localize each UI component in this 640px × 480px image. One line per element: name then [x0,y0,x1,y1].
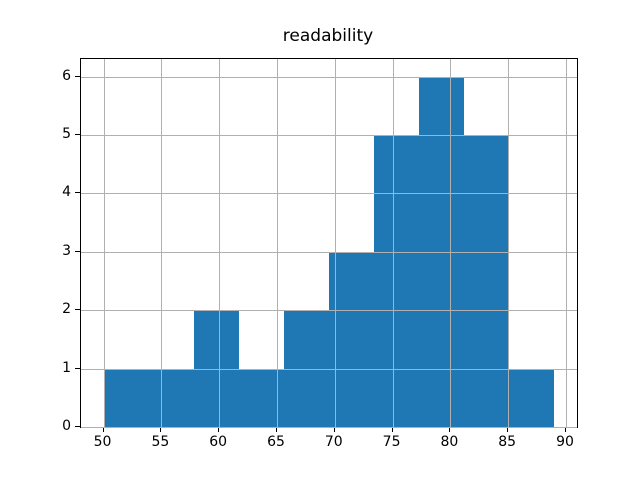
chart-title: readability [282,26,374,46]
x-tick-label: 80 [440,434,459,450]
histogram-bar [193,310,239,427]
y-tick-label: 1 [62,359,71,376]
x-tick-label: 55 [151,434,170,450]
x-tick-mark [391,427,393,432]
x-tick-mark [276,427,277,432]
histogram-bar [238,368,284,427]
y-tick-mark [75,426,80,427]
x-tick-mark [333,427,335,432]
y-tick-mark [75,133,80,135]
histogram-bar [148,368,194,427]
x-gridline [450,59,452,427]
y-tick-label: 0 [62,418,71,434]
x-tick-mark [102,427,104,432]
bars-layer [81,59,577,427]
y-gridline [81,134,577,136]
y-tick-label: 2 [62,301,71,318]
y-gridline [81,368,577,370]
x-tick-label: 60 [209,434,228,450]
y-tick-mark [75,75,80,77]
histogram-bar [464,134,510,427]
x-tick-mark [507,427,509,432]
x-gridline [334,59,336,427]
x-gridline [103,59,105,427]
x-gridline [566,59,567,427]
histogram-bar [374,134,420,427]
y-tick-mark [75,192,80,194]
y-gridline [81,193,577,195]
y-tick-label: 6 [62,67,71,84]
x-gridline [277,59,278,427]
x-tick-label: 50 [93,434,112,450]
y-tick-mark [75,309,80,311]
x-tick-mark [565,427,566,432]
x-tick-mark [218,427,220,432]
x-tick-mark [449,427,451,432]
x-tick-label: 85 [498,434,517,450]
plot-area [80,58,578,428]
y-tick-label: 3 [62,242,71,259]
y-gridline [81,427,577,428]
x-gridline [219,59,221,427]
histogram-bar [103,368,149,427]
y-tick-label: 5 [62,125,71,142]
x-tick-label: 90 [556,434,574,450]
y-gridline [81,76,577,78]
y-tick-mark [75,250,80,252]
y-gridline [81,310,577,312]
x-gridline [508,59,510,427]
x-gridline [161,59,163,427]
x-tick-label: 75 [382,434,401,450]
histogram-bar [509,368,555,427]
y-tick-label: 4 [62,184,71,201]
x-tick-label: 70 [324,434,343,450]
histogram-bar [283,310,329,427]
x-tick-label: 65 [267,434,285,450]
x-gridline [392,59,394,427]
y-tick-mark [75,367,80,369]
x-tick-mark [160,427,162,432]
grid-layer [81,59,577,428]
histogram-bar [329,251,375,427]
y-gridline [81,251,577,253]
